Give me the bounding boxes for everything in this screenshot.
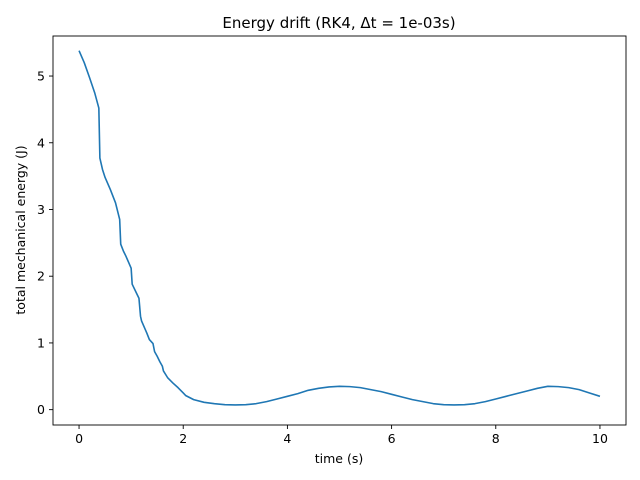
- y-tick-label: 4: [37, 135, 45, 150]
- y-tick-label: 3: [37, 202, 45, 217]
- x-axis-label: time (s): [315, 451, 363, 466]
- x-tick-label: 6: [388, 431, 396, 446]
- series-line-0: [78, 50, 601, 406]
- axes-frame: [52, 35, 627, 426]
- y-tick-label: 1: [37, 335, 45, 350]
- x-tick-label: 4: [283, 431, 291, 446]
- x-tick-label: 10: [592, 431, 608, 446]
- x-tick-label: 0: [75, 431, 83, 446]
- y-tick-label: 5: [37, 69, 45, 84]
- plot-area: 0 2 4 6 8 10 0 1 2 3 4 5: [37, 35, 627, 446]
- x-tick-label: 8: [492, 431, 500, 446]
- chart-title: Energy drift (RK4, Δt = 1e-03s): [222, 14, 455, 32]
- y-tick-label: 0: [37, 402, 45, 417]
- y-tick-label: 2: [37, 269, 45, 284]
- y-axis-label: total mechanical energy (J): [13, 145, 28, 314]
- x-tick-label: 2: [179, 431, 187, 446]
